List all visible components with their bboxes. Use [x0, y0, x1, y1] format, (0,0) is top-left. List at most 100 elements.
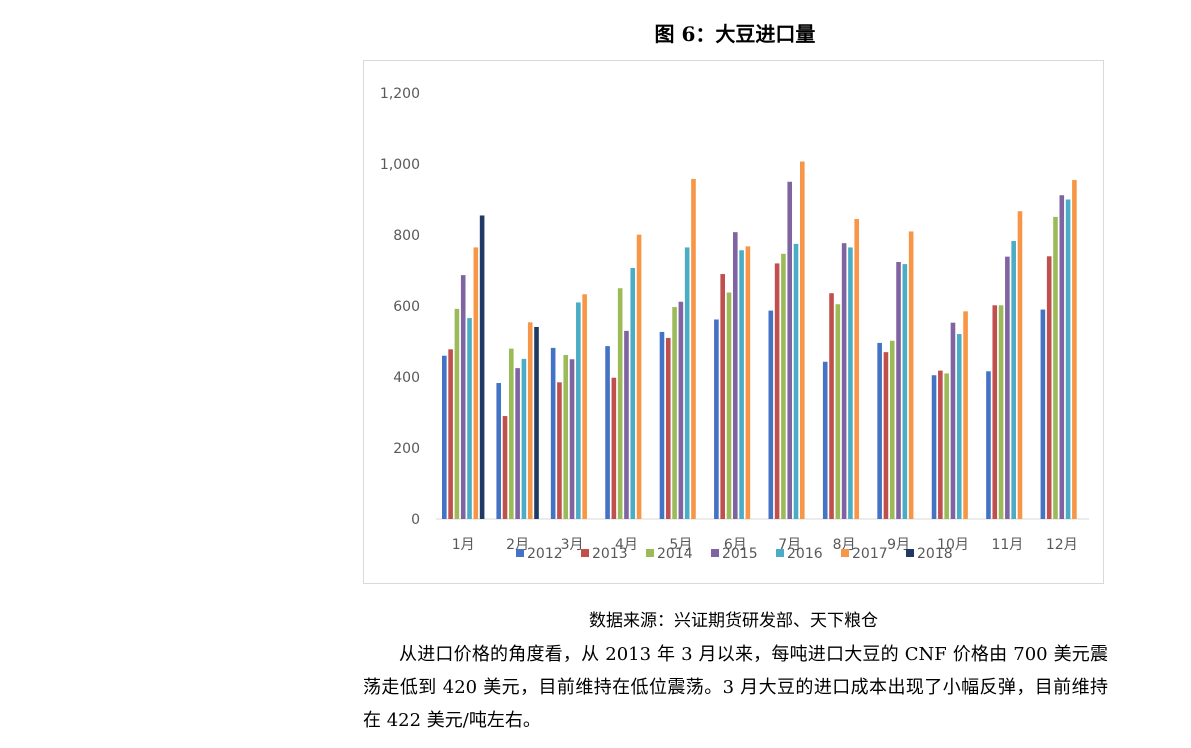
bar-2014-8 — [835, 304, 841, 519]
bar-2012-5 — [659, 331, 665, 519]
legend-swatch-2013 — [581, 549, 589, 557]
x-category-label: 3月 — [561, 537, 584, 553]
y-tick-label: 1,200 — [380, 86, 420, 102]
bar-2014-4 — [617, 288, 623, 519]
bar-2017-1 — [473, 247, 479, 519]
bar-2012-10 — [931, 375, 937, 519]
legend-label-2014: 2014 — [657, 546, 693, 562]
legend-swatch-2017 — [841, 549, 849, 557]
bar-2017-2 — [527, 322, 533, 519]
bar-2012-12 — [1040, 309, 1046, 519]
bar-2014-1 — [454, 308, 460, 519]
bar-2012-8 — [822, 361, 828, 519]
x-category-label: 5月 — [669, 537, 692, 553]
bar-2015-2 — [515, 368, 520, 520]
bar-2017-8 — [854, 219, 860, 519]
bar-2016-1 — [467, 318, 472, 519]
bar-2012-7 — [768, 310, 774, 519]
bar-2017-9 — [908, 231, 914, 519]
bar-2015-6 — [732, 232, 738, 519]
bar-2015-1 — [460, 275, 466, 519]
bar-2015-4 — [624, 330, 629, 519]
legend-label-2013: 2013 — [592, 546, 628, 562]
bar-2013-9 — [883, 352, 889, 519]
bar-2013-4 — [611, 377, 617, 519]
bar-2016-7 — [793, 243, 799, 520]
legend-swatch-2015 — [711, 549, 719, 557]
bar-2012-4 — [605, 346, 610, 519]
x-category-label: 8月 — [833, 537, 856, 553]
legend-swatch-2018 — [906, 549, 914, 557]
bar-2015-9 — [896, 261, 901, 519]
bar-2013-1 — [448, 349, 453, 519]
bar-2016-8 — [848, 247, 853, 519]
bar-2018-2 — [534, 326, 539, 519]
bar-2015-7 — [787, 181, 793, 519]
bar-2016-10 — [956, 334, 962, 519]
source-note: 数据来源：兴证期货研发部、天下粮仓 — [589, 611, 878, 631]
bar-2016-3 — [576, 302, 581, 519]
bar-2013-6 — [720, 274, 725, 519]
y-tick-label: 400 — [393, 370, 420, 386]
x-category-label: 1月 — [452, 537, 475, 553]
bar-2017-11 — [1017, 211, 1023, 519]
bar-2014-12 — [1053, 216, 1058, 519]
x-category-label: 10月 — [937, 537, 969, 553]
bar-2013-12 — [1046, 256, 1052, 519]
bar-2012-6 — [714, 319, 719, 519]
x-category-label: 4月 — [615, 537, 638, 553]
bar-2014-10 — [944, 373, 949, 519]
legend-swatch-2016 — [776, 549, 784, 557]
legend-label-2012: 2012 — [527, 546, 563, 562]
legend-label-2017: 2017 — [852, 546, 888, 562]
bar-2014-7 — [781, 253, 786, 519]
y-tick-label: 0 — [411, 512, 420, 528]
x-category-label: 11月 — [991, 537, 1023, 553]
bar-2015-8 — [841, 243, 847, 520]
legend-label-2016: 2016 — [787, 546, 823, 562]
bar-2015-5 — [678, 301, 684, 519]
y-tick-label: 200 — [393, 441, 420, 457]
bar-2017-12 — [1072, 179, 1077, 519]
bar-2016-12 — [1065, 199, 1071, 519]
bar-2013-3 — [557, 382, 562, 519]
x-category-label: 9月 — [887, 537, 910, 553]
bar-2014-6 — [726, 292, 732, 519]
bar-2017-10 — [963, 311, 968, 519]
bar-2018-1 — [479, 215, 485, 519]
bar-2013-2 — [502, 416, 508, 519]
chart-frame: 0 200 400 600 800 1,000 1,200 1月 2月 3月 4月 5月 6月 7月 8月 9… — [363, 60, 1104, 584]
bar-2016-4 — [630, 268, 636, 519]
bar-2012-11 — [986, 371, 991, 519]
y-tick-label: 600 — [393, 299, 420, 315]
bar-2013-10 — [938, 370, 943, 519]
bar-2013-8 — [829, 293, 834, 519]
bar-2016-5 — [684, 247, 690, 519]
bar-2013-7 — [774, 263, 780, 519]
bar-2013-5 — [665, 337, 671, 519]
body-paragraph: 从进口价格的角度看，从 2013 年 3 月以来，每吨进口大豆的 CNF 价格由… — [363, 644, 1108, 731]
bar-2014-3 — [563, 354, 569, 519]
bar-2017-5 — [691, 178, 696, 519]
y-tick-label: 1,000 — [380, 157, 420, 173]
bar-2014-5 — [672, 307, 677, 519]
bar-2017-7 — [800, 161, 805, 519]
bar-2017-4 — [636, 234, 642, 519]
bar-2014-2 — [509, 348, 514, 519]
legend-swatch-2014 — [646, 549, 654, 557]
y-tick-label: 800 — [393, 228, 420, 244]
bar-2013-11 — [992, 305, 998, 519]
bar-2012-1 — [442, 355, 447, 519]
bar-2012-9 — [877, 342, 882, 519]
bar-2016-2 — [521, 358, 527, 519]
bar-2012-3 — [550, 347, 556, 519]
x-category-label: 6月 — [724, 537, 747, 553]
bar-2016-6 — [739, 250, 744, 519]
legend-swatch-2012 — [516, 549, 524, 557]
legend-label-2015: 2015 — [722, 546, 758, 562]
bar-2015-3 — [569, 359, 575, 519]
bar-2014-9 — [889, 340, 895, 519]
bar-2014-11 — [998, 305, 1004, 519]
figure-title: 图 6：大豆进口量 — [654, 22, 816, 46]
bar-2016-9 — [902, 264, 908, 519]
